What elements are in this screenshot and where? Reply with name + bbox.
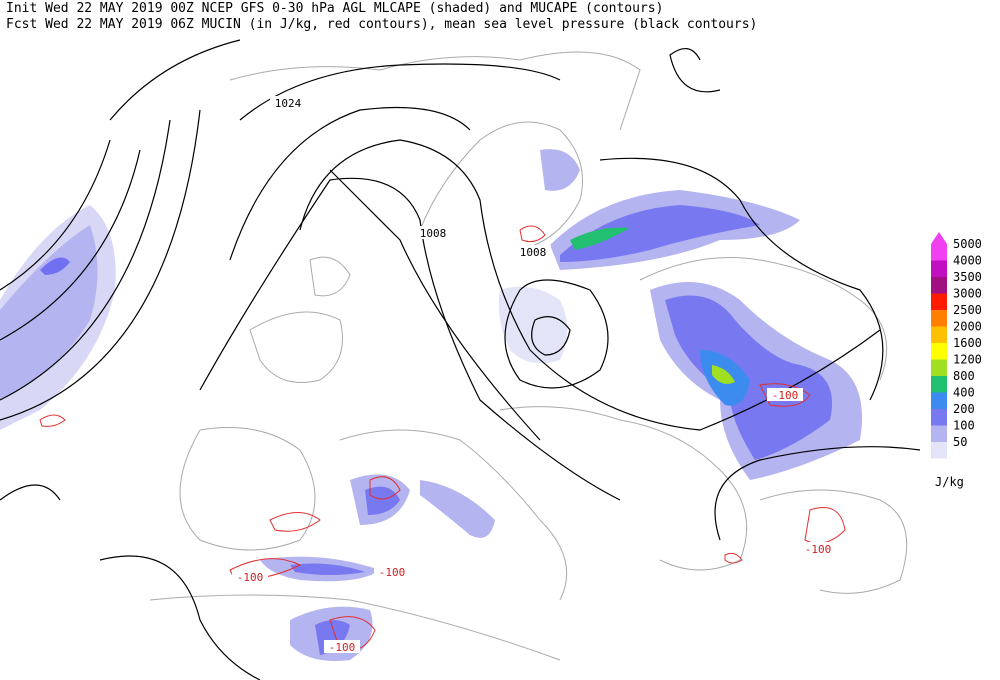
legend-label: 1200 <box>953 353 982 367</box>
label-bg <box>270 96 306 109</box>
legend-swatch <box>931 277 947 294</box>
legend-label: 5000 <box>953 237 982 251</box>
label-bg <box>232 570 268 583</box>
legend-label: 50 <box>953 435 967 449</box>
legend-label: 400 <box>953 386 975 400</box>
legend-label: 800 <box>953 369 975 383</box>
legend-swatch <box>931 326 947 343</box>
legend-swatch <box>931 409 947 426</box>
coastlines <box>149 51 908 661</box>
header-line: Init Wed 22 MAY 2019 00Z NCEP GFS 0-30 h… <box>6 1 663 16</box>
legend-label: 4000 <box>953 254 982 268</box>
isobars <box>0 39 921 680</box>
contour-label: -100 <box>379 566 406 579</box>
contour-label: 1024 <box>275 97 302 110</box>
legend-swatch <box>931 359 947 376</box>
legend-swatch <box>931 425 947 442</box>
legend-swatch <box>931 244 947 261</box>
legend-label: 200 <box>953 402 975 416</box>
cape-shading <box>0 149 862 661</box>
legend-swatch <box>931 442 947 459</box>
contour-label: -100 <box>329 641 356 654</box>
legend-label: 3500 <box>953 270 982 284</box>
legend-swatch <box>931 293 947 310</box>
header-line: Fcst Wed 22 MAY 2019 06Z MUCIN (in J/kg,… <box>6 17 757 32</box>
label-bg <box>374 565 410 578</box>
contour-label: -100 <box>237 571 264 584</box>
legend-swatch <box>931 343 947 360</box>
legend-label: 100 <box>953 419 975 433</box>
legend-swatch <box>931 376 947 393</box>
legend-unit: J/kg <box>935 475 964 489</box>
legend-arrow <box>931 232 947 244</box>
contour-label: 1008 <box>520 246 547 259</box>
legend-label: 2500 <box>953 303 982 317</box>
label-bg <box>800 542 836 555</box>
legend-label: 1600 <box>953 336 982 350</box>
legend-label: 2000 <box>953 320 982 334</box>
label-bg <box>767 388 803 401</box>
legend-swatch <box>931 260 947 277</box>
legend-swatch <box>931 310 947 327</box>
legend-label: 3000 <box>953 287 982 301</box>
contour-label: -100 <box>805 543 832 556</box>
contour-label: 1008 <box>420 227 447 240</box>
label-bg <box>515 245 551 258</box>
label-bg <box>415 226 451 239</box>
contour-label: -100 <box>772 389 799 402</box>
label-bg <box>324 640 360 653</box>
legend-swatch <box>931 392 947 409</box>
cin-contours <box>39 225 846 652</box>
